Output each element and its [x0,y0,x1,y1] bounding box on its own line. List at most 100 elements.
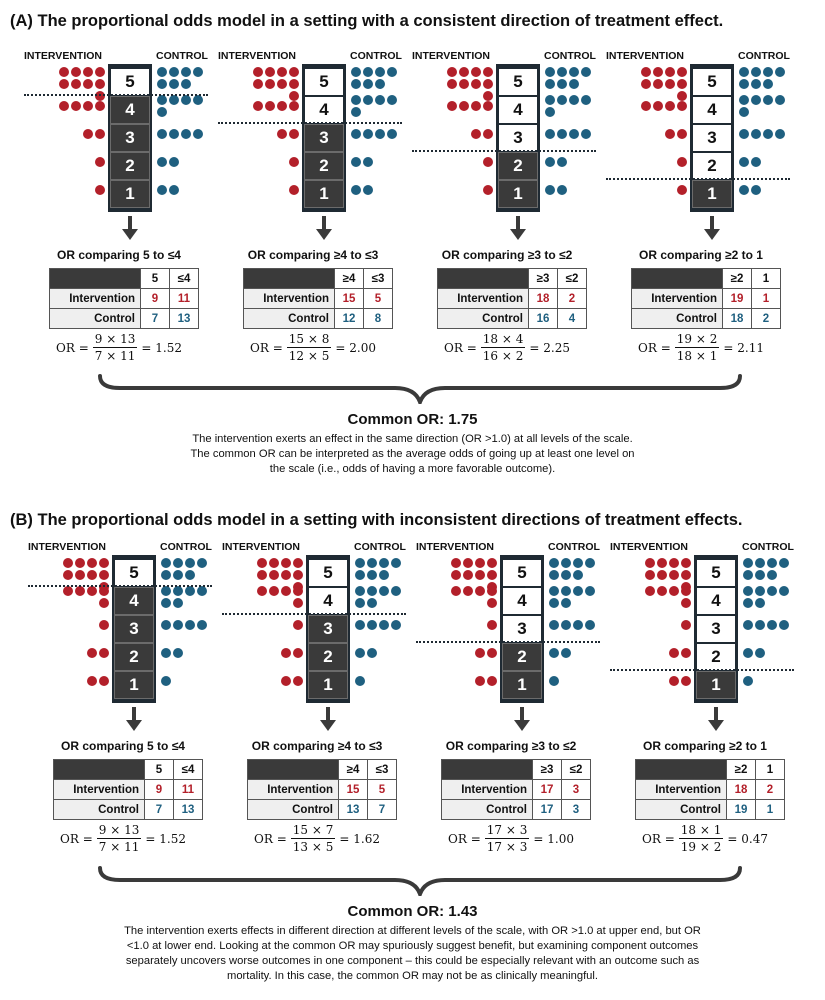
row-header-intervention: Intervention [247,779,339,800]
intervention-dot [99,676,109,686]
scale-level-4: 4 [304,96,344,124]
intervention-dot [59,79,69,89]
control-dot [367,648,377,658]
scale-level-2: 2 [502,643,542,671]
intervention-dot [677,157,687,167]
or-prefix: OR = [642,831,675,846]
odds-ratio-formula: OR = 19 × 2 18 × 1 = 2.11 [595,332,807,363]
cell-ctrl-high: 12 [334,308,364,329]
control-dot [763,79,773,89]
intervention-dot [95,129,105,139]
denominator: 17 × 3 [486,840,528,854]
or-result: = 0.47 [727,831,768,846]
intervention-dot [95,67,105,77]
intervention-dot [483,185,493,195]
down-arrow-icon [320,707,336,731]
col-header-high: 5 [140,268,170,289]
control-label: CONTROL [354,541,406,553]
cell-ctrl-low: 13 [169,308,199,329]
control-dot [767,570,777,580]
intervention-dot [87,586,97,596]
control-dot [739,79,749,89]
control-dot [355,676,365,686]
control-dot [549,676,559,686]
control-dot [573,558,583,568]
cell-int-low: 5 [363,288,393,309]
scale-level-1: 1 [304,180,344,208]
or-result: = 1.52 [141,340,182,355]
intervention-dot [293,620,303,630]
or-panel: INTERVENTION CONTROL 5 4 3 2 1 OR comparing ≥2 … [606,50,796,430]
intervention-dot [641,79,651,89]
cell-ctrl-low: 13 [173,799,203,820]
control-dot [545,95,555,105]
contingency-table: ≥2 1 Intervention 19 1 Control 18 2 [631,268,781,329]
control-dot [561,620,571,630]
control-dot [549,598,559,608]
intervention-dot [289,67,299,77]
intervention-dot [277,67,287,77]
intervention-dot [63,586,73,596]
control-dot [767,558,777,568]
control-dot [379,586,389,596]
intervention-dot [669,570,679,580]
cell-int-low: 3 [561,779,591,800]
row-header-intervention: Intervention [635,779,727,800]
intervention-dot [451,558,461,568]
dot-plot [645,558,789,686]
scale-level-5: 5 [502,559,542,587]
control-dot [755,598,765,608]
scale-level-4: 4 [308,587,348,615]
cutoff-line [222,613,406,615]
contingency-table: ≥3 ≤2 Intervention 17 3 Control 17 3 [441,759,591,820]
intervention-label: INTERVENTION [28,541,106,553]
intervention-dot [653,67,663,77]
fraction: 18 × 1 19 × 2 [678,823,724,854]
odds-ratio-formula: OR = 18 × 1 19 × 2 = 0.47 [599,823,811,854]
control-dot [363,157,373,167]
fraction: 15 × 7 13 × 5 [290,823,336,854]
col-header-low: ≤3 [367,759,397,780]
comparison-title: OR comparing ≥4 to ≤3 [247,248,379,262]
cell-ctrl-high: 19 [726,799,756,820]
intervention-dot [487,620,497,630]
control-dot [767,620,777,630]
control-dot [375,95,385,105]
intervention-dot [257,586,267,596]
cell-ctrl-high: 13 [338,799,368,820]
intervention-dot [75,586,85,596]
control-dot [561,598,571,608]
intervention-dot [99,570,109,580]
scale-level-3: 3 [304,124,344,152]
intervention-dot [641,101,651,111]
cell-int-high: 15 [338,779,368,800]
scale-level-3: 3 [498,124,538,152]
table-corner [49,268,141,289]
intervention-dot [281,676,291,686]
control-dot [557,79,567,89]
dot-plot [59,67,203,195]
row-header-intervention: Intervention [631,288,723,309]
control-dot [355,620,365,630]
control-dot [169,67,179,77]
control-dot [351,185,361,195]
control-dot [585,586,595,596]
intervention-dot [277,79,287,89]
control-dot [775,129,785,139]
cell-int-high: 9 [140,288,170,309]
intervention-dot [289,129,299,139]
fraction: 9 × 13 7 × 11 [92,332,138,363]
control-dot [197,558,207,568]
scale-level-5: 5 [696,559,736,587]
intervention-dot [487,570,497,580]
intervention-dot [281,570,291,580]
control-dot [557,185,567,195]
cell-int-high: 9 [144,779,174,800]
fraction: 15 × 8 12 × 5 [286,332,332,363]
control-dot [161,676,171,686]
intervention-dot [99,648,109,658]
or-panel: INTERVENTION CONTROL 5 4 3 2 1 OR comparing ≥3 … [412,50,602,430]
